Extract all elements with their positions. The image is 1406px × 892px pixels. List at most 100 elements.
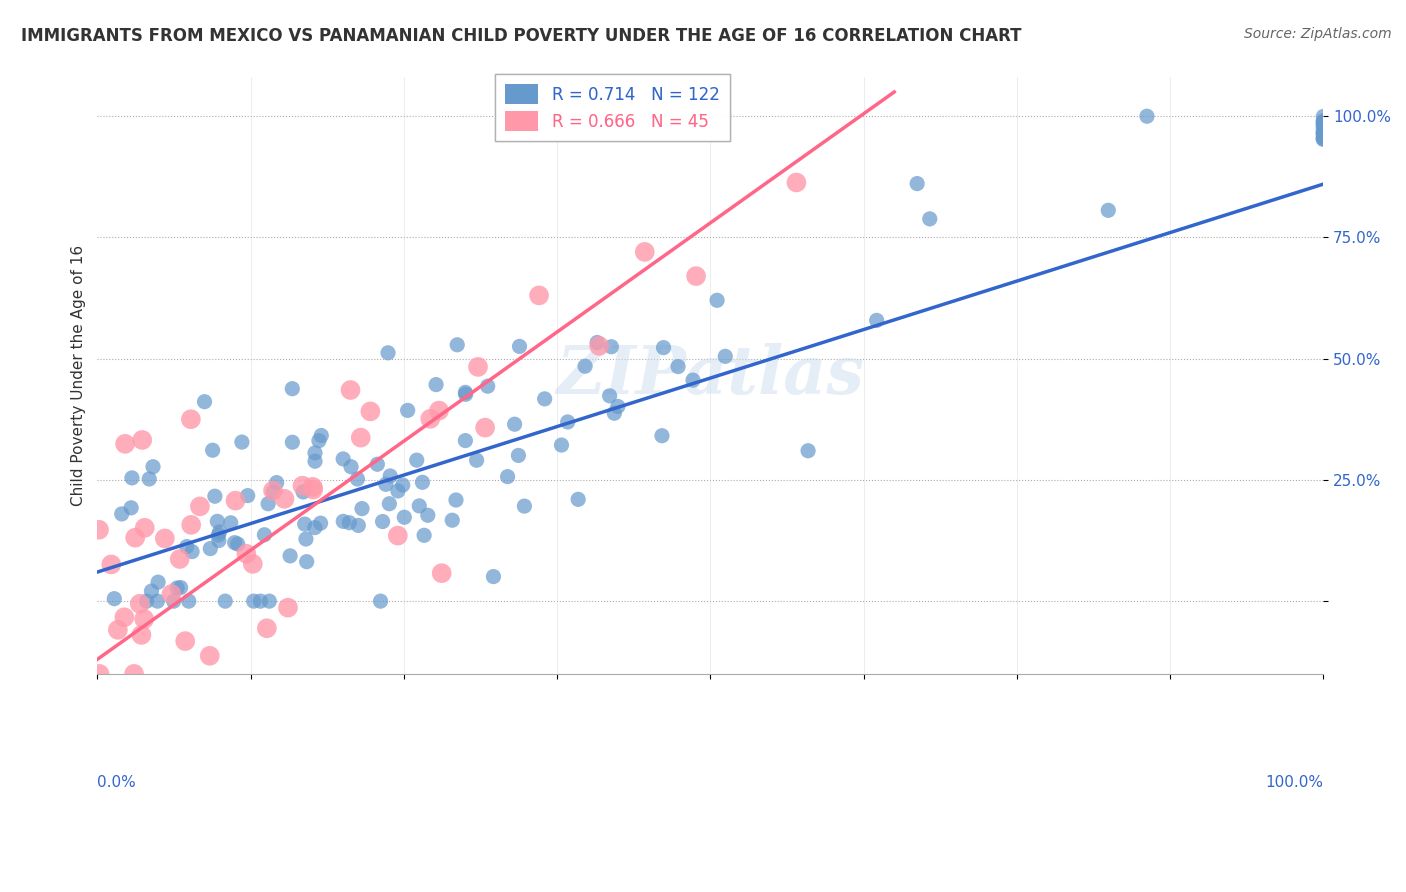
Point [866, 313, 889, 327]
Point [128, 597, 150, 611]
Point [166, 581, 188, 595]
Point [153, 532, 176, 546]
Point [134, 521, 156, 535]
Point [235, 547, 257, 561]
Point [256, 621, 278, 635]
Point [120, 500, 142, 515]
Point [134, 612, 156, 626]
Point [177, 594, 200, 608]
Point [262, 483, 284, 498]
Point [378, 497, 401, 511]
Point [496, 469, 519, 483]
Point [905, 177, 928, 191]
Point [359, 404, 381, 418]
Point [527, 288, 550, 302]
Point [652, 341, 675, 355]
Point [477, 379, 499, 393]
Point [918, 211, 941, 226]
Point [201, 443, 224, 458]
Point [294, 517, 316, 532]
Point [204, 489, 226, 503]
Point [208, 524, 231, 539]
Point [651, 428, 673, 442]
Point [606, 400, 628, 414]
Point [588, 339, 610, 353]
Point [533, 392, 555, 406]
Point [391, 478, 413, 492]
Point [347, 518, 370, 533]
Point [226, 537, 249, 551]
Point [1312, 128, 1334, 142]
Point [135, 594, 157, 608]
Point [295, 555, 318, 569]
Point [339, 383, 361, 397]
Point [1312, 110, 1334, 124]
Point [454, 434, 477, 448]
Point [242, 594, 264, 608]
Point [387, 528, 409, 542]
Point [188, 500, 211, 514]
Point [1312, 126, 1334, 140]
Point [249, 594, 271, 608]
Point [180, 412, 202, 426]
Point [411, 475, 433, 490]
Point [121, 471, 143, 485]
Point [141, 584, 163, 599]
Point [253, 528, 276, 542]
Point [586, 335, 609, 350]
Point [257, 497, 280, 511]
Point [557, 415, 579, 429]
Point [301, 480, 323, 494]
Point [281, 382, 304, 396]
Point [425, 377, 447, 392]
Point [1312, 115, 1334, 129]
Point [508, 339, 530, 353]
Point [474, 420, 496, 434]
Point [550, 438, 572, 452]
Text: Source: ZipAtlas.com: Source: ZipAtlas.com [1244, 27, 1392, 41]
Legend: R = 0.714   N = 122, R = 0.666   N = 45: R = 0.714 N = 122, R = 0.666 N = 45 [495, 74, 730, 141]
Point [371, 515, 394, 529]
Point [374, 477, 396, 491]
Point [219, 516, 242, 530]
Point [408, 499, 430, 513]
Point [1312, 113, 1334, 128]
Point [600, 340, 623, 354]
Point [262, 484, 284, 499]
Point [87, 523, 110, 537]
Point [465, 453, 488, 467]
Point [100, 558, 122, 572]
Point [176, 540, 198, 554]
Point [332, 451, 354, 466]
Point [131, 628, 153, 642]
Point [169, 581, 191, 595]
Point [277, 600, 299, 615]
Point [370, 594, 392, 608]
Point [302, 483, 325, 497]
Point [666, 359, 689, 374]
Point [162, 594, 184, 608]
Point [208, 533, 231, 548]
Point [797, 443, 820, 458]
Point [387, 483, 409, 498]
Point [682, 373, 704, 387]
Point [259, 594, 281, 608]
Point [332, 514, 354, 528]
Point [405, 453, 427, 467]
Point [603, 406, 626, 420]
Point [1312, 132, 1334, 146]
Point [634, 244, 657, 259]
Point [242, 557, 264, 571]
Point [207, 514, 229, 528]
Point [291, 478, 314, 492]
Text: 0.0%: 0.0% [97, 775, 136, 790]
Point [224, 493, 246, 508]
Point [1312, 119, 1334, 133]
Point [1312, 117, 1334, 131]
Point [278, 549, 301, 563]
Point [413, 528, 436, 542]
Point [89, 666, 111, 681]
Point [169, 552, 191, 566]
Point [198, 648, 221, 663]
Text: IMMIGRANTS FROM MEXICO VS PANAMANIAN CHILD POVERTY UNDER THE AGE OF 16 CORRELATI: IMMIGRANTS FROM MEXICO VS PANAMANIAN CHI… [21, 27, 1022, 45]
